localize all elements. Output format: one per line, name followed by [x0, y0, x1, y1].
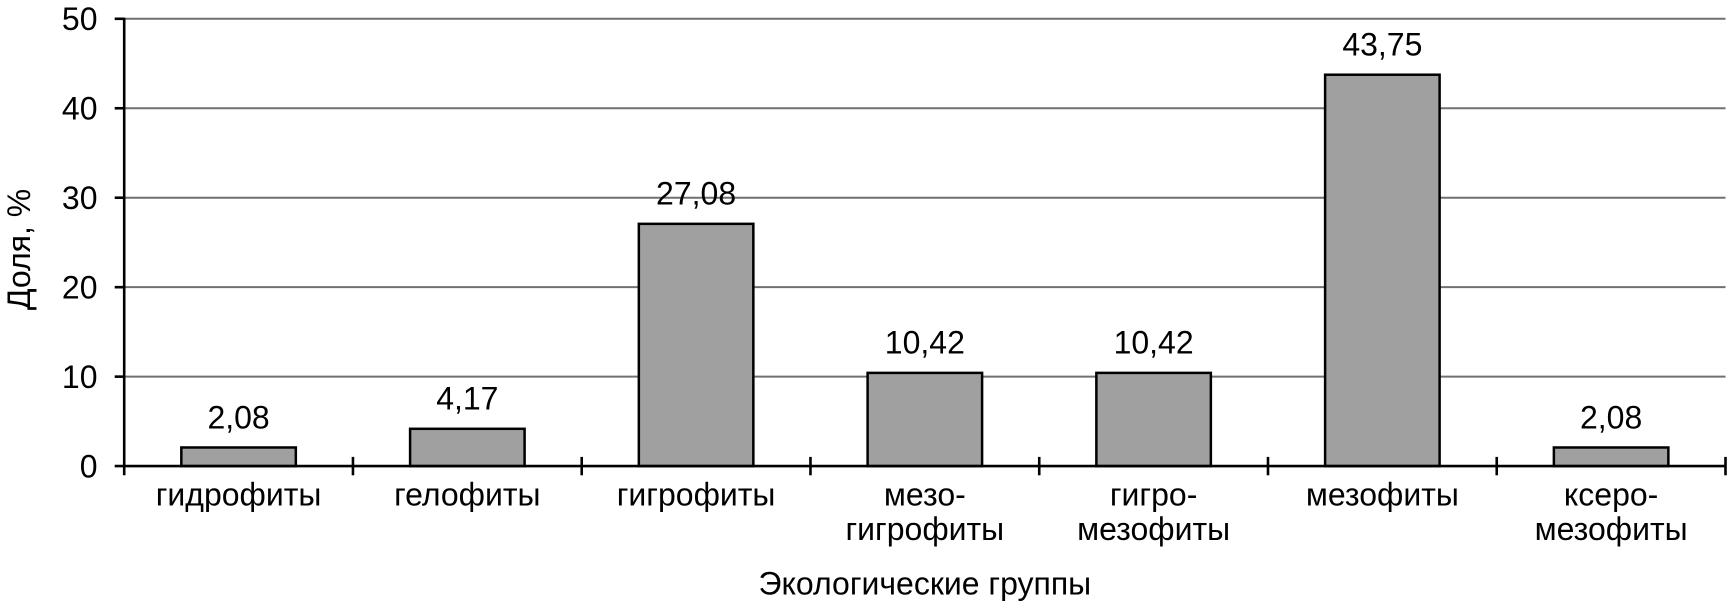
svg-text:40: 40 — [62, 91, 98, 127]
svg-text:мезо-: мезо- — [884, 477, 966, 513]
svg-text:мезофиты: мезофиты — [1077, 511, 1230, 547]
svg-text:гигрофиты: гигрофиты — [846, 511, 1005, 547]
svg-text:Доля, %: Доля, % — [1, 189, 37, 310]
svg-text:Экологические группы: Экологические группы — [759, 566, 1092, 602]
svg-text:43,75: 43,75 — [1342, 27, 1422, 63]
svg-text:30: 30 — [62, 180, 98, 216]
svg-text:2,08: 2,08 — [1580, 399, 1642, 435]
svg-text:27,08: 27,08 — [656, 176, 736, 212]
svg-text:гелофиты: гелофиты — [394, 477, 540, 513]
svg-text:20: 20 — [62, 270, 98, 306]
svg-text:10,42: 10,42 — [1114, 325, 1194, 361]
svg-text:10,42: 10,42 — [885, 325, 965, 361]
svg-text:гидрофиты: гидрофиты — [156, 477, 322, 513]
svg-text:10: 10 — [62, 359, 98, 395]
svg-text:4,17: 4,17 — [436, 381, 498, 417]
svg-text:2,08: 2,08 — [207, 399, 269, 435]
svg-text:0: 0 — [80, 449, 98, 485]
svg-text:гигрофиты: гигрофиты — [617, 477, 776, 513]
svg-text:гигро-: гигро- — [1110, 477, 1197, 513]
svg-text:мезофиты: мезофиты — [1535, 511, 1688, 547]
svg-text:ксеро-: ксеро- — [1564, 477, 1658, 513]
svg-text:50: 50 — [62, 1, 98, 37]
svg-text:мезофиты: мезофиты — [1306, 477, 1459, 513]
